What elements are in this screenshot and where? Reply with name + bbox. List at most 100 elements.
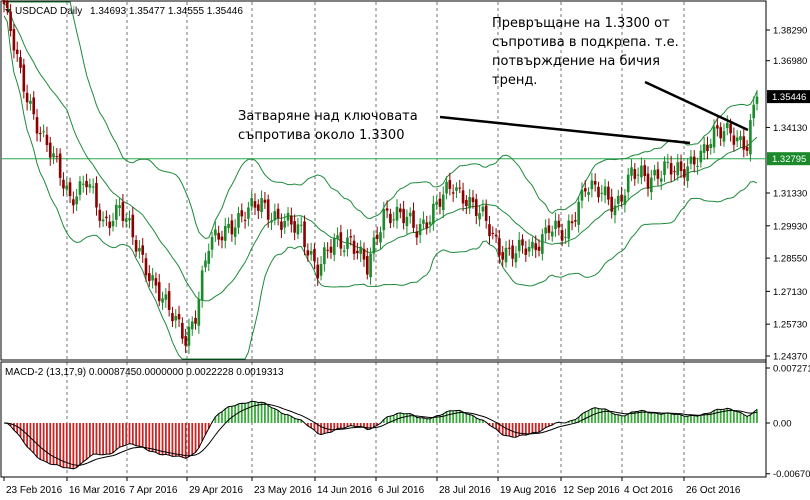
candle-body [240, 210, 244, 217]
candle-body [286, 212, 290, 221]
y-tick-label: 1.24370 [773, 352, 807, 363]
candle-body [197, 299, 201, 326]
candle-body [204, 260, 207, 268]
candle-body [303, 221, 306, 248]
candle-body [673, 171, 676, 173]
candle-body [455, 187, 458, 191]
candle-body [725, 122, 729, 129]
candle-body [517, 239, 521, 252]
macd-y-tick-label: 0.00 [773, 419, 792, 430]
collapse-triangle-icon[interactable] [5, 9, 11, 13]
candle-body [739, 136, 742, 141]
candle-body [138, 247, 141, 252]
candle-body [365, 256, 369, 275]
candle-body [504, 247, 508, 263]
candle-body [190, 321, 194, 330]
candle-body [636, 174, 640, 176]
time-axis: 23 Feb 2016 16 Mar 2016 7 Apr 2016 29 Apr 2… [3, 477, 741, 496]
ohlc-readout: 1.34693 1.35477 1.34555 1.35446 [90, 6, 243, 17]
candle-body [570, 221, 574, 224]
x-tick-label: 29 Apr 2016 [189, 485, 243, 496]
candle-body [593, 181, 597, 185]
candle-body [432, 203, 435, 224]
candle-body [478, 213, 481, 220]
candle-body [181, 322, 184, 339]
y-tick-label: 1.36980 [773, 56, 807, 67]
candle-body [309, 251, 313, 255]
candle-body [32, 97, 36, 115]
x-tick-label: 23 May 2016 [254, 485, 312, 496]
candle-body [306, 250, 310, 256]
bollinger-lower [3, 15, 758, 360]
candle-body [514, 253, 518, 263]
y-tick-label: 1.25730 [773, 320, 807, 331]
candle-body [554, 220, 557, 230]
candle-body [101, 219, 105, 222]
macd-axis: 0.007271 0.00 -0.006709 [766, 364, 810, 480]
candle-body [735, 137, 739, 142]
candle-body [319, 263, 323, 276]
y-tick-label: 1.27130 [773, 287, 807, 298]
candle-body [712, 126, 716, 148]
candle-body [527, 246, 531, 252]
x-tick-label: 28 Jul 2016 [439, 485, 491, 496]
bollinger-middle [3, 3, 758, 302]
candle-body [237, 213, 240, 228]
candle-body [491, 232, 495, 234]
candle-body [729, 123, 732, 134]
candle-body [656, 169, 660, 179]
macd-plot [3, 400, 758, 470]
candle-body [630, 167, 633, 176]
candle-body [696, 165, 699, 167]
candle-body [217, 232, 220, 240]
candle-body [683, 169, 686, 178]
candle-body [441, 194, 445, 211]
candle-body [385, 208, 389, 211]
candle-body [187, 326, 191, 346]
candle-body [369, 253, 372, 278]
candle-body [39, 132, 42, 135]
candle-body [220, 236, 224, 241]
candle-body [9, 11, 12, 32]
x-tick-label: 26 Oct 2016 [686, 485, 741, 496]
candle-body [498, 238, 501, 256]
candle-body [273, 211, 277, 221]
current-price-label: 1.35446 [767, 90, 810, 104]
candle-body [194, 317, 197, 324]
candle-body [65, 185, 69, 190]
macd-y-tick-label: 0.007271 [773, 364, 810, 375]
candle-body [58, 153, 62, 178]
annotation-arrow-1 [644, 80, 749, 132]
candle-body [607, 186, 610, 200]
candle-body [68, 182, 72, 197]
candle-body [81, 183, 85, 185]
candle-body [633, 169, 637, 179]
candle-body [233, 227, 237, 237]
candle-body [91, 186, 95, 188]
candle-body [640, 165, 643, 178]
candle-body [207, 251, 211, 264]
candle-body [534, 243, 538, 251]
candle-body [75, 196, 78, 205]
candle-body [560, 230, 564, 241]
candle-body [745, 146, 749, 151]
candle-body [719, 127, 722, 139]
candle-body [171, 313, 174, 322]
candle-body [445, 181, 448, 194]
candle-body [161, 298, 164, 303]
candle-body [227, 223, 230, 229]
candle-body [382, 209, 386, 231]
macd-signal-line [3, 403, 758, 466]
candle-body [626, 174, 630, 193]
candle-body [702, 144, 706, 153]
candle-body [752, 104, 755, 119]
price-axis: 1.38290 1.36980 1.34130 1.31330 1.29930 1.285… [766, 26, 807, 363]
candle-body [316, 264, 320, 279]
candle-body [749, 120, 752, 155]
candle-body [48, 142, 52, 158]
candle-body [686, 166, 689, 181]
candle-body [524, 248, 528, 255]
candle-body [755, 96, 759, 104]
candle-body [2, 0, 6, 5]
bollinger-bands [3, 1, 758, 360]
